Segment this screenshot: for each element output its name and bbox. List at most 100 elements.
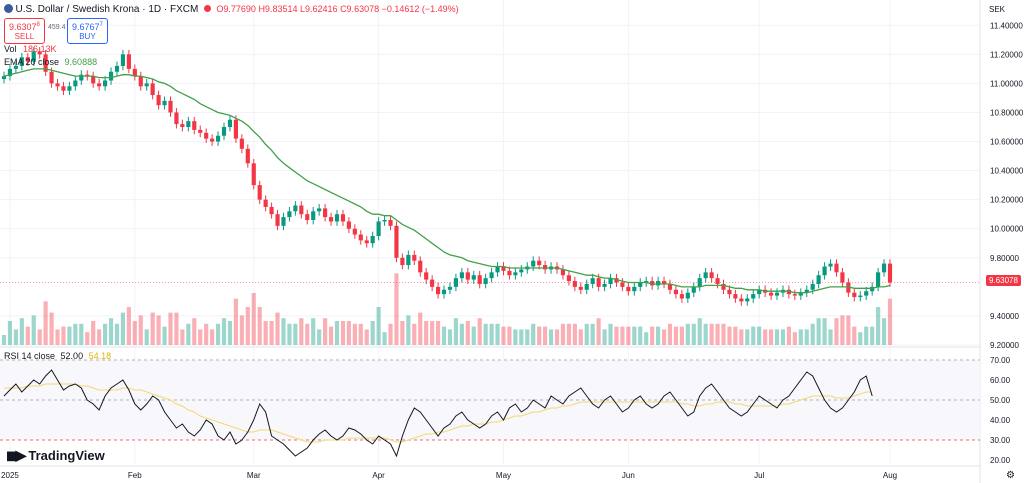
candle — [543, 265, 548, 270]
volume-bar — [525, 329, 530, 345]
volume-bar — [103, 323, 108, 345]
volume-bar — [816, 318, 821, 345]
volume-bar — [144, 329, 149, 345]
volume-bar — [114, 323, 120, 345]
buy-button[interactable]: 9.67677 BUY — [67, 18, 108, 44]
volume-bar — [435, 321, 441, 345]
candle — [638, 282, 643, 287]
candle — [786, 289, 791, 295]
candle — [412, 254, 417, 261]
candle — [55, 83, 60, 87]
volume-bar — [554, 329, 560, 345]
candle — [31, 51, 36, 62]
volume-bar — [61, 326, 66, 345]
candle — [620, 282, 625, 287]
volume-bar — [632, 326, 637, 345]
volume-bar — [876, 307, 881, 345]
candle — [774, 292, 780, 296]
volume-legend[interactable]: Vol 186.13K — [4, 44, 57, 54]
ohlc-high: H9.83514 — [258, 4, 298, 14]
volume-bar — [852, 326, 857, 345]
volume-bar — [810, 323, 815, 345]
candle — [239, 138, 244, 149]
buy-price: 9.6767 — [72, 22, 100, 32]
candle — [192, 121, 197, 130]
candle — [61, 86, 66, 91]
candle — [691, 286, 696, 293]
volume-bar — [626, 326, 631, 345]
candle — [495, 266, 500, 273]
candle — [507, 270, 512, 276]
candle — [156, 95, 161, 106]
candle — [590, 278, 595, 284]
candle — [447, 286, 453, 290]
candle — [661, 281, 667, 284]
candle — [513, 272, 518, 276]
volume-bar — [227, 321, 233, 345]
sell-price-sup: 8 — [36, 22, 40, 28]
gear-icon[interactable]: ⚙ — [1006, 470, 1015, 481]
volume-bar — [198, 329, 203, 345]
volume-bar — [210, 329, 215, 345]
volume-bar — [780, 329, 786, 345]
candle — [275, 214, 280, 226]
candle — [120, 54, 126, 66]
price-tick-label: 11.20000 — [990, 50, 1023, 59]
volume-bar — [483, 323, 488, 345]
candle — [281, 217, 286, 226]
candle — [644, 281, 649, 283]
volume-bar — [447, 329, 453, 345]
tradingview-logo[interactable]: ◼▶ TradingView — [6, 447, 105, 464]
candle — [25, 57, 30, 62]
candle — [608, 278, 613, 284]
candle — [471, 275, 476, 280]
volume-bar — [85, 332, 90, 345]
volume-bar — [650, 326, 655, 345]
candle — [673, 289, 679, 295]
sell-button[interactable]: 9.63078 SELL — [4, 18, 45, 44]
volume-bar — [49, 312, 54, 345]
candle — [180, 124, 185, 127]
volume-bar — [25, 326, 30, 345]
volume-bar — [108, 318, 114, 345]
volume-bar — [245, 307, 250, 345]
volume-bar — [840, 315, 845, 345]
volume-bar — [430, 321, 435, 345]
candle — [400, 257, 405, 266]
volume-bar — [543, 326, 548, 345]
volume-bar — [281, 318, 286, 345]
candle — [215, 135, 221, 142]
candle — [340, 214, 346, 222]
candle — [37, 51, 42, 55]
time-tick-label: Aug — [883, 471, 897, 480]
candle — [560, 269, 566, 276]
candle — [358, 234, 363, 241]
rsi-legend[interactable]: RSI 14 close 52.00 54.18 — [4, 351, 111, 361]
volume-bar — [870, 326, 875, 345]
candle — [13, 65, 18, 69]
rsi-tick-label: 70.00 — [990, 356, 1011, 365]
volume-bar — [679, 326, 684, 345]
price-tick-label: 10.40000 — [990, 167, 1024, 176]
candle — [323, 208, 328, 218]
candle — [174, 112, 179, 125]
symbol-header[interactable]: U.S. Dollar / Swedish Krona · 1D · FXCM … — [4, 4, 459, 15]
volume-bar — [275, 312, 280, 345]
candle — [721, 283, 726, 290]
candle — [810, 283, 815, 290]
candle — [257, 185, 262, 200]
volume-bar — [608, 323, 613, 345]
candle — [465, 272, 470, 280]
volume-bar — [667, 323, 673, 345]
candle — [287, 211, 292, 218]
candle — [477, 275, 482, 284]
volume-bar — [364, 329, 369, 345]
volume-bar — [317, 329, 322, 345]
volume-bar — [673, 326, 679, 345]
candle — [305, 214, 310, 221]
volume-bar — [572, 323, 577, 345]
ema-legend[interactable]: EMA 20 close 9.60888 — [4, 57, 97, 67]
candle — [459, 272, 464, 279]
spread-value: 459.4 — [48, 24, 66, 31]
